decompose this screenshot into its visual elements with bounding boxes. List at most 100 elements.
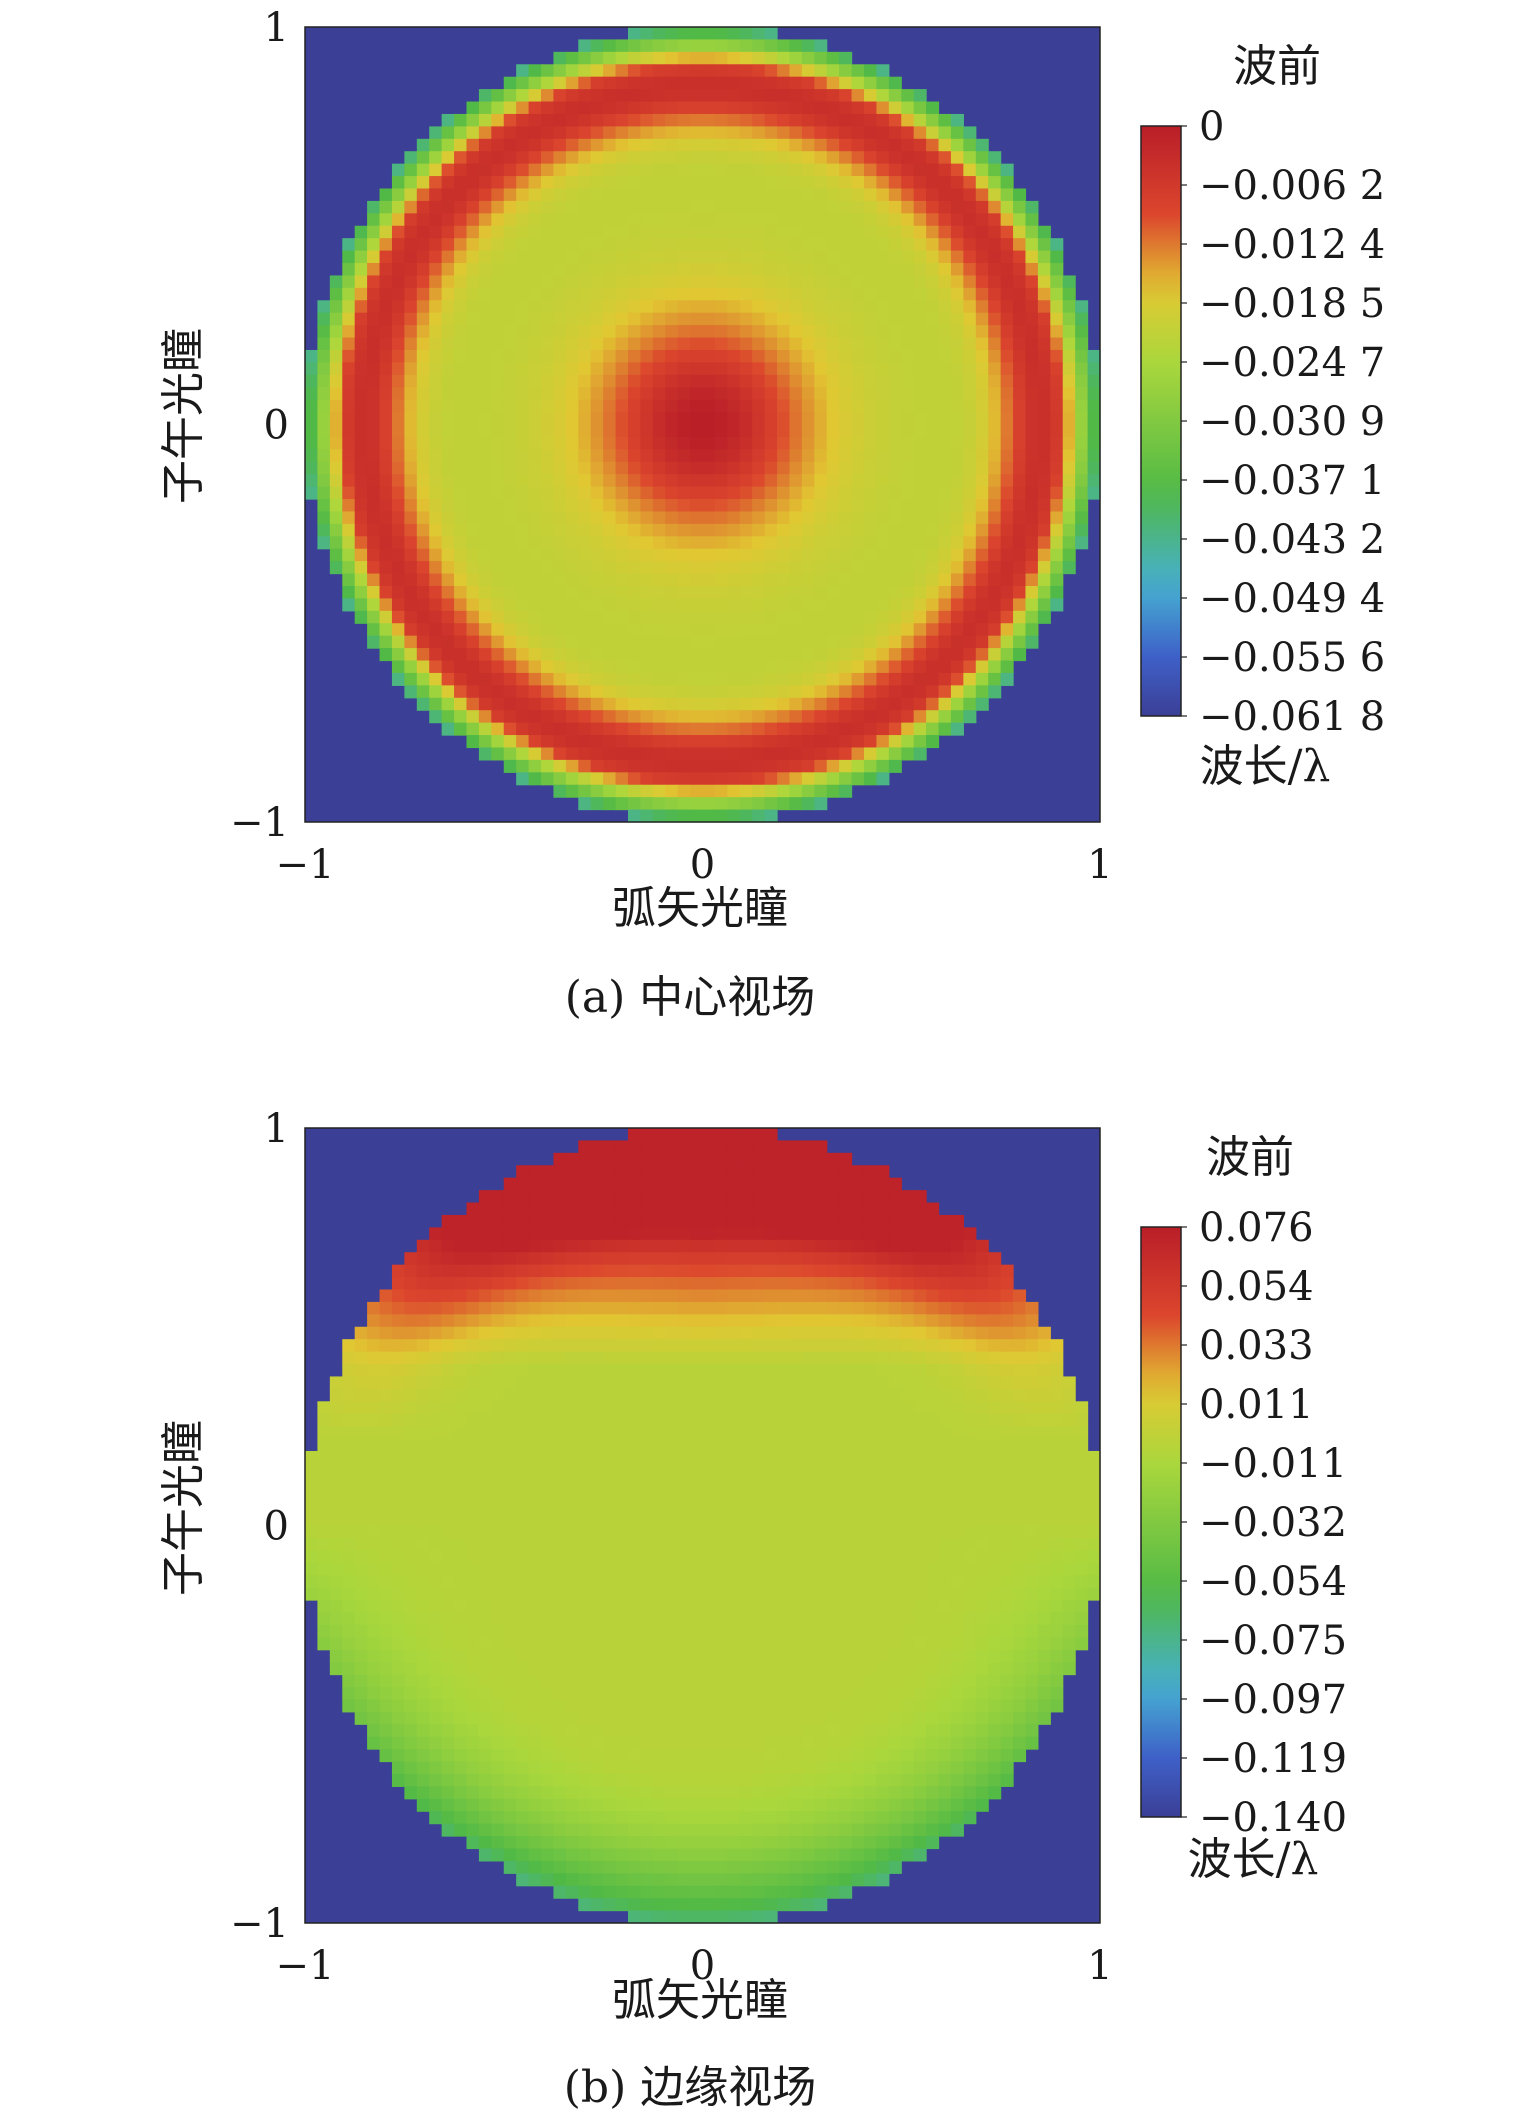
heatmap-cell	[491, 176, 505, 190]
heatmap-cell	[491, 362, 505, 376]
heatmap-cell	[1050, 474, 1064, 488]
heatmap-cell	[1025, 387, 1039, 401]
heatmap-cell	[478, 573, 492, 587]
heatmap-cell	[379, 1537, 393, 1551]
heatmap-cell	[367, 1513, 381, 1527]
heatmap-cell	[801, 1413, 815, 1427]
heatmap-cell	[714, 436, 728, 450]
heatmap-cell	[466, 337, 480, 351]
heatmap-cell	[727, 635, 741, 649]
heatmap-cell	[627, 1351, 641, 1365]
heatmap-cell	[652, 39, 666, 53]
heatmap-cell	[528, 610, 542, 624]
heatmap-cell	[826, 163, 840, 177]
heatmap-cell	[752, 1314, 766, 1328]
heatmap-cell	[478, 387, 492, 401]
heatmap-cell	[528, 1289, 542, 1303]
heatmap-cell	[404, 399, 418, 413]
heatmap-cell	[565, 1376, 579, 1390]
heatmap-cell	[677, 325, 691, 339]
heatmap-cell	[938, 585, 952, 599]
heatmap-cell	[503, 250, 517, 264]
heatmap-cell	[764, 1326, 778, 1340]
heatmap-cell	[913, 113, 927, 127]
heatmap-cell	[354, 424, 368, 438]
heatmap-cell	[565, 598, 579, 612]
heatmap-cell	[926, 623, 940, 637]
heatmap-cell	[789, 511, 803, 525]
heatmap-cell	[888, 573, 902, 587]
heatmap-cell	[714, 1140, 728, 1154]
heatmap-cell	[950, 610, 964, 624]
heatmap-cell	[888, 138, 902, 152]
heatmap-cell	[578, 424, 592, 438]
heatmap-cell	[429, 399, 443, 413]
heatmap-cell	[677, 225, 691, 239]
heatmap-cell	[1000, 1326, 1014, 1340]
heatmap-cell	[640, 1463, 654, 1477]
heatmap-cell	[764, 697, 778, 711]
heatmap-cell	[1087, 387, 1101, 401]
heatmap-cell	[677, 1376, 691, 1390]
heatmap-cell	[565, 89, 579, 103]
heatmap-cell	[1037, 585, 1051, 599]
heatmap-cell	[702, 126, 716, 140]
heatmap-cell	[565, 585, 579, 599]
heatmap-cell	[839, 660, 853, 674]
heatmap-cell	[565, 1301, 579, 1315]
heatmap-cell	[391, 1500, 405, 1514]
heatmap-cell	[801, 623, 815, 637]
heatmap-cell	[727, 660, 741, 674]
heatmap-cell	[342, 337, 356, 351]
heatmap-cells	[305, 27, 1101, 823]
heatmap-cell	[1000, 1513, 1014, 1527]
heatmap-cell	[752, 362, 766, 376]
heatmap-cell	[454, 1401, 468, 1415]
heatmap-cell	[615, 685, 629, 699]
heatmap-cell	[777, 1314, 791, 1328]
heatmap-cell	[826, 1450, 840, 1464]
heatmap-cell	[503, 213, 517, 227]
heatmap-cell	[1000, 163, 1014, 177]
heatmap-cell	[491, 374, 505, 388]
heatmap-cell	[727, 1401, 741, 1415]
heatmap-cell	[1013, 300, 1027, 314]
heatmap-cell	[777, 1475, 791, 1489]
heatmap-cell	[367, 486, 381, 500]
heatmap-cell	[727, 263, 741, 277]
heatmap-cell	[1025, 635, 1039, 649]
heatmap-cell	[578, 511, 592, 525]
heatmap-cell	[801, 387, 815, 401]
heatmap-cell	[391, 1438, 405, 1452]
heatmap-cell	[851, 399, 865, 413]
heatmap-cell	[1013, 1500, 1027, 1514]
heatmap-cell	[702, 1413, 716, 1427]
heatmap-cell	[839, 325, 853, 339]
heatmap-cell	[640, 1314, 654, 1328]
heatmap-cell	[814, 1537, 828, 1551]
heatmap-cell	[963, 126, 977, 140]
heatmap-cell	[777, 113, 791, 127]
heatmap-cell	[851, 1177, 865, 1191]
heatmap-cell	[665, 1351, 679, 1365]
heatmap-cell	[429, 188, 443, 202]
heatmap-cell	[901, 101, 915, 115]
heatmap-cell	[640, 759, 654, 773]
heatmap-cell	[1037, 263, 1051, 277]
heatmap-cell	[565, 499, 579, 513]
heatmap-cell	[478, 474, 492, 488]
heatmap-cell	[851, 461, 865, 475]
heatmap-cell	[702, 474, 716, 488]
heatmap-cell	[926, 374, 940, 388]
heatmap-cell	[441, 325, 455, 339]
heatmap-cell	[901, 710, 915, 724]
heatmap-cell	[777, 39, 791, 53]
heatmap-cell	[938, 238, 952, 252]
heatmap-cell	[963, 1351, 977, 1365]
heatmap-cell	[441, 486, 455, 500]
heatmap-cell	[516, 176, 530, 190]
heatmap-cell	[702, 722, 716, 736]
heatmap-cell	[1050, 238, 1064, 252]
heatmap-cell	[665, 1525, 679, 1539]
heatmap-cell	[702, 1500, 716, 1514]
